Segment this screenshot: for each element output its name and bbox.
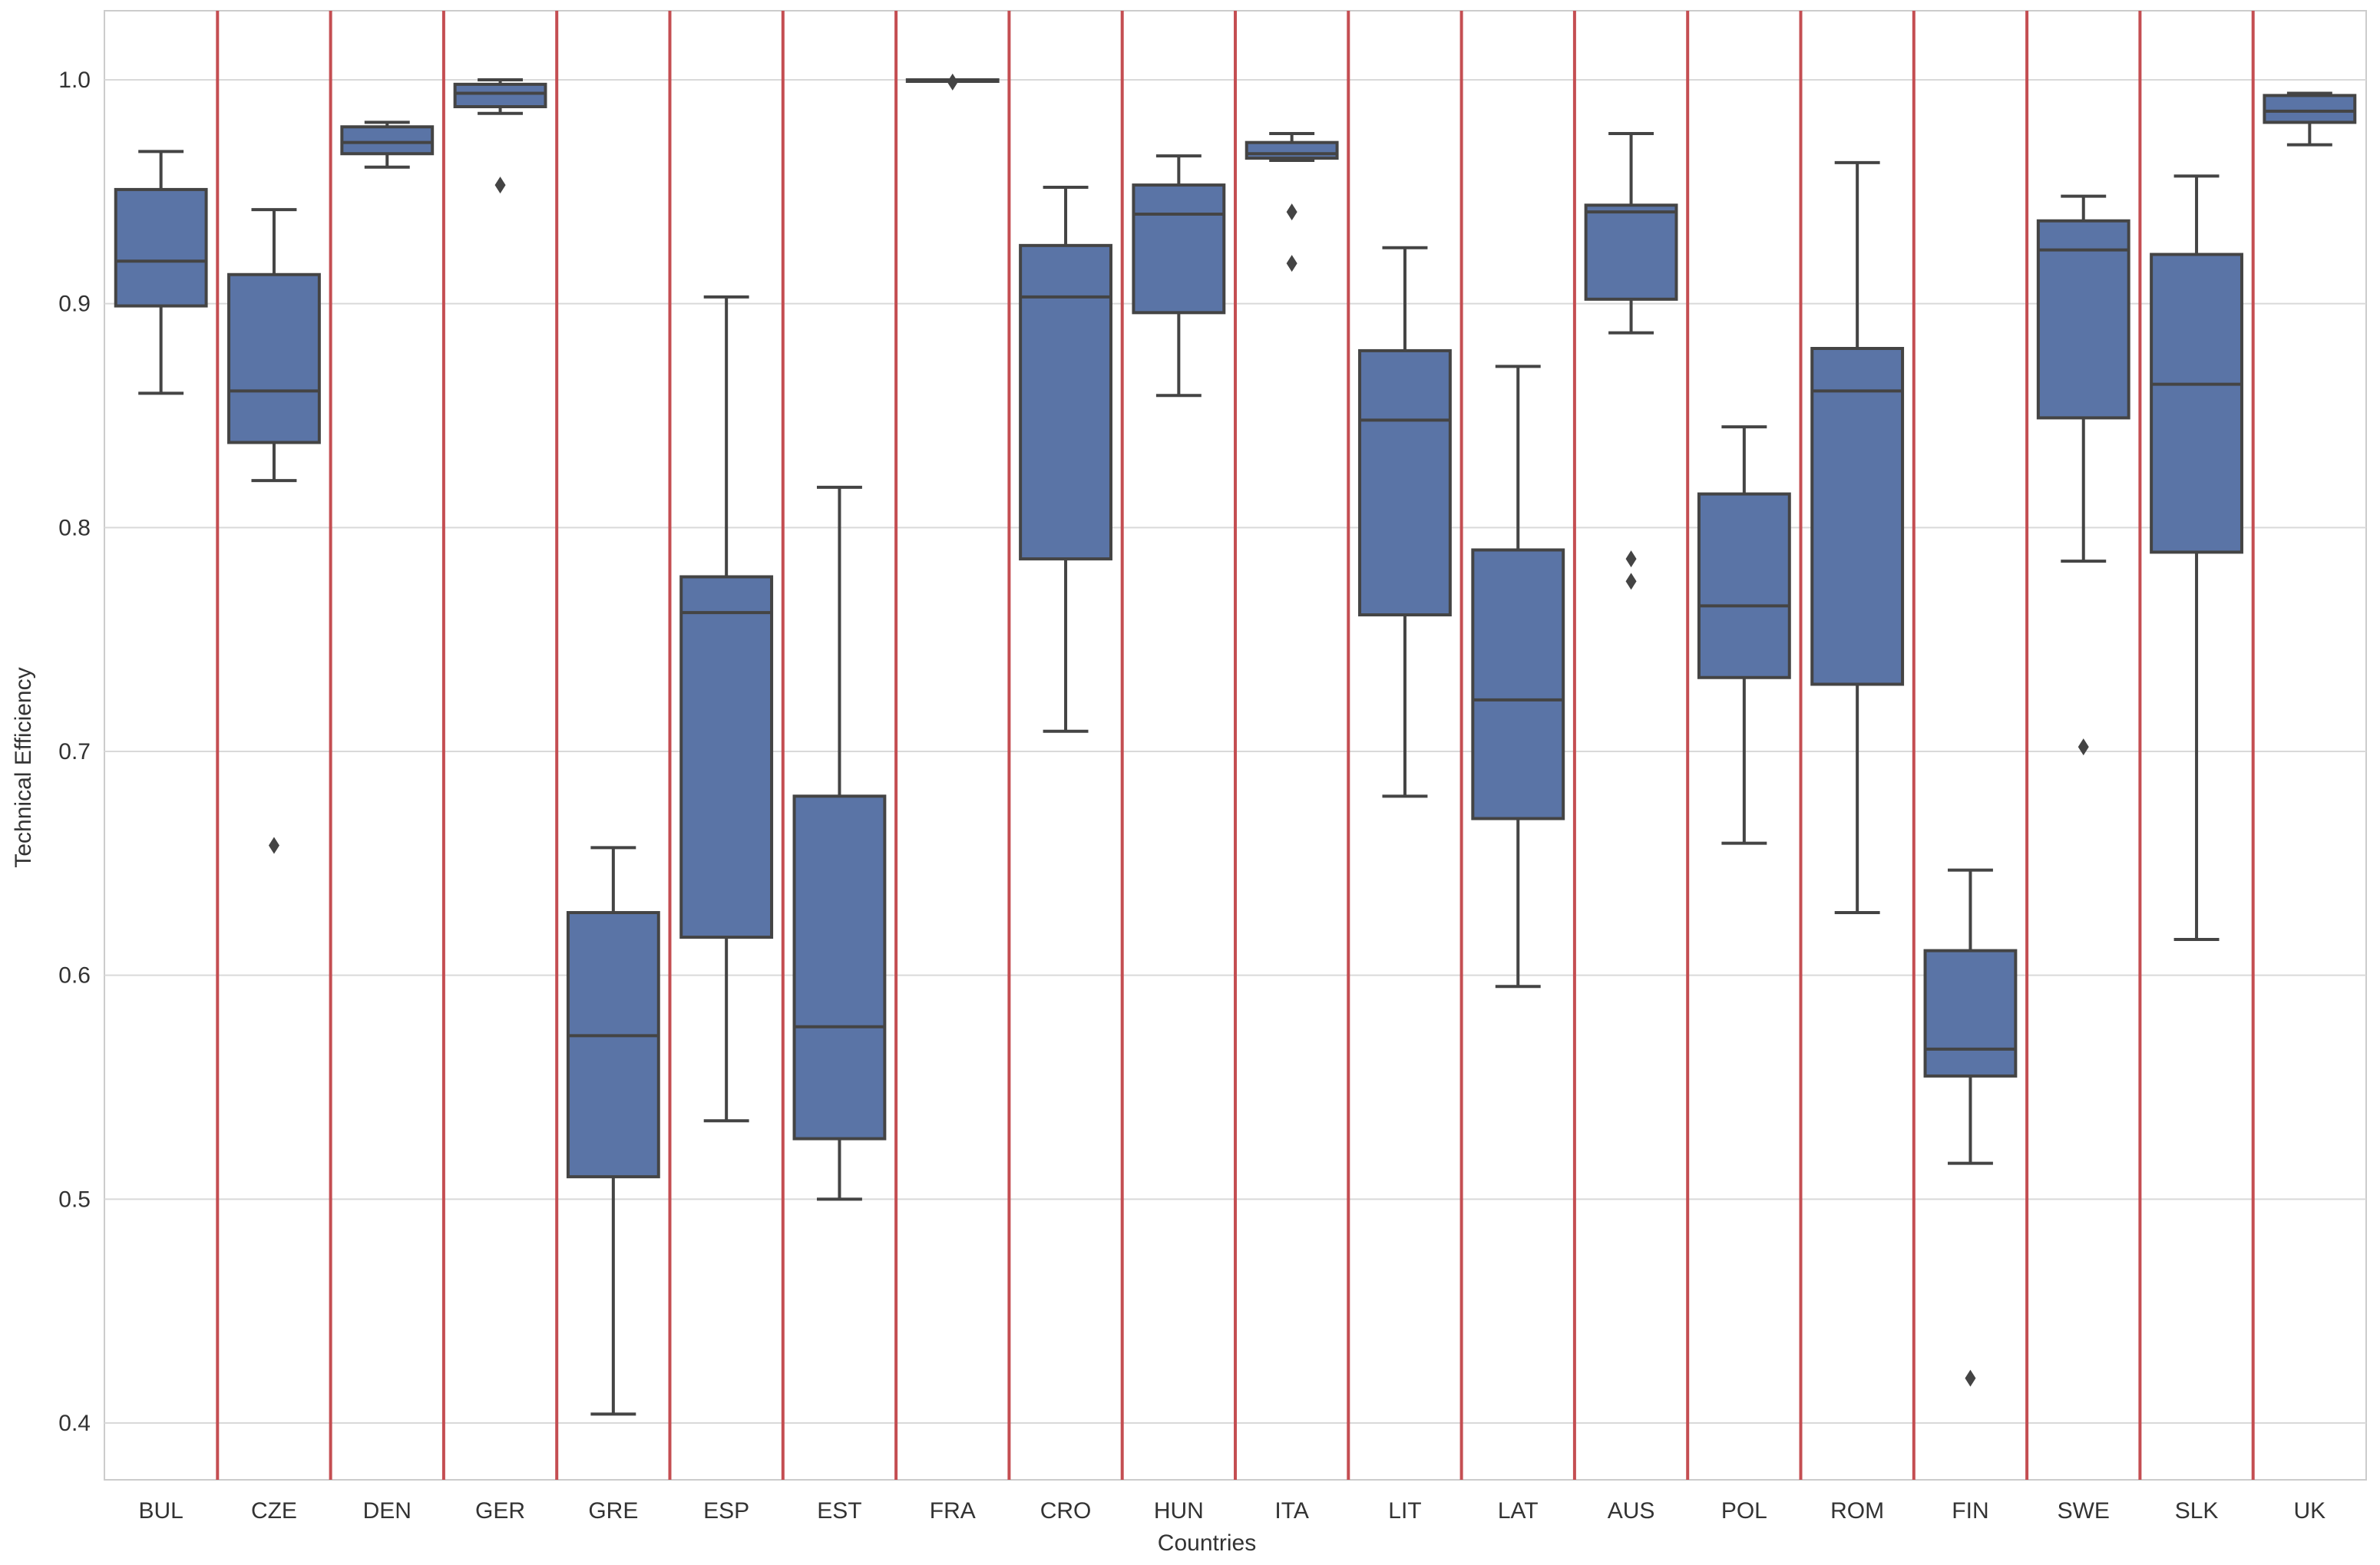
box-cze <box>227 208 321 854</box>
x-tick-label-den: DEN <box>363 1498 412 1524</box>
x-tick-label-ita: ITA <box>1274 1498 1308 1524</box>
box-swe <box>2036 194 2130 756</box>
x-tick-label-fin: FIN <box>1952 1498 1988 1524</box>
x-tick-label-uk: UK <box>2294 1498 2326 1524</box>
y-tick-label-0.7: 0.7 <box>58 739 91 764</box>
y-axis-label: Technical Efficiency <box>11 667 36 867</box>
box-ger <box>453 78 547 194</box>
y-tick-label-0.9: 0.9 <box>58 292 91 317</box>
box-uk <box>2263 91 2357 147</box>
y-tick-label-0.6: 0.6 <box>58 963 91 989</box>
x-tick-label-slk: SLK <box>2175 1498 2219 1524</box>
box-aus <box>1584 132 1678 590</box>
box-pol <box>1697 425 1791 845</box>
box-fra <box>905 73 1000 91</box>
box-iqr <box>1471 548 1565 820</box>
outlier-point <box>268 837 279 854</box>
outlier-point <box>1965 1369 1976 1387</box>
x-tick-labels: BUL CZE DEN GER GRE ESP EST FRA CRO HUN ITA LIT LAT A… <box>138 1498 2325 1524</box>
box-iqr <box>1810 347 1905 686</box>
boxes <box>114 73 2357 1416</box>
box-iqr <box>792 794 887 1141</box>
box-iqr <box>1697 492 1791 679</box>
box-hun <box>1132 154 1226 398</box>
box-gre <box>566 846 660 1416</box>
box-slk <box>2150 174 2243 941</box>
box-iqr <box>1923 949 2018 1078</box>
y-tick-label-1.0: 1.0 <box>58 68 91 93</box>
outlier-point <box>2078 738 2089 756</box>
y-tick-label-0.4: 0.4 <box>58 1411 91 1436</box>
y-tick-labels: 0.4 0.5 0.6 0.7 0.8 0.9 1.0 <box>58 68 91 1436</box>
box-iqr <box>1245 140 1339 160</box>
box-fin <box>1923 868 2018 1387</box>
box-lit <box>1358 246 1452 798</box>
outlier-point <box>494 177 506 194</box>
box-iqr <box>1358 348 1452 617</box>
outlier-point <box>947 73 958 91</box>
x-tick-label-est: EST <box>817 1498 861 1524</box>
outlier-point <box>1625 573 1637 590</box>
box-iqr <box>2036 219 2130 420</box>
x-tick-label-lit: LIT <box>1388 1498 1421 1524</box>
x-tick-label-gre: GRE <box>588 1498 638 1524</box>
x-tick-label-aus: AUS <box>1608 1498 1655 1524</box>
x-tick-label-ger: GER <box>475 1498 525 1524</box>
box-iqr <box>566 911 660 1179</box>
y-tick-label-0.8: 0.8 <box>58 515 91 540</box>
box-lat <box>1471 365 1565 989</box>
box-iqr <box>114 187 208 308</box>
box-iqr <box>679 575 774 939</box>
box-rom <box>1810 160 1905 914</box>
y-tick-label-0.5: 0.5 <box>58 1187 91 1212</box>
box-est <box>792 485 887 1201</box>
box-esp <box>679 295 774 1123</box>
x-tick-label-bul: BUL <box>138 1498 183 1524</box>
outlier-point <box>1286 255 1297 272</box>
box-cro <box>1019 186 1112 733</box>
x-tick-label-rom: ROM <box>1830 1498 1884 1524</box>
box-den <box>340 121 435 169</box>
x-tick-label-cze: CZE <box>251 1498 297 1524</box>
box-iqr <box>453 82 547 109</box>
x-tick-label-pol: POL <box>1721 1498 1767 1524</box>
x-tick-label-swe: SWE <box>2058 1498 2110 1524</box>
box-iqr <box>2150 253 2243 554</box>
category-separators <box>216 11 2255 1480</box>
x-tick-label-cro: CRO <box>1040 1498 1092 1524</box>
x-tick-label-lat: LAT <box>1498 1498 1539 1524</box>
box-iqr <box>1019 243 1112 561</box>
x-tick-label-fra: FRA <box>930 1498 976 1524</box>
box-iqr <box>2263 94 2357 124</box>
box-iqr <box>1584 203 1678 301</box>
box-iqr <box>227 272 321 444</box>
box-bul <box>114 150 208 395</box>
outlier-point <box>1625 550 1637 568</box>
box-iqr <box>1132 183 1226 315</box>
x-tick-label-esp: ESP <box>703 1498 749 1524</box>
outlier-point <box>1286 203 1297 221</box>
box-ita <box>1245 132 1339 272</box>
x-axis-label: Countries <box>1158 1530 1256 1556</box>
x-tick-label-hun: HUN <box>1154 1498 1204 1524</box>
box-iqr <box>340 125 435 156</box>
